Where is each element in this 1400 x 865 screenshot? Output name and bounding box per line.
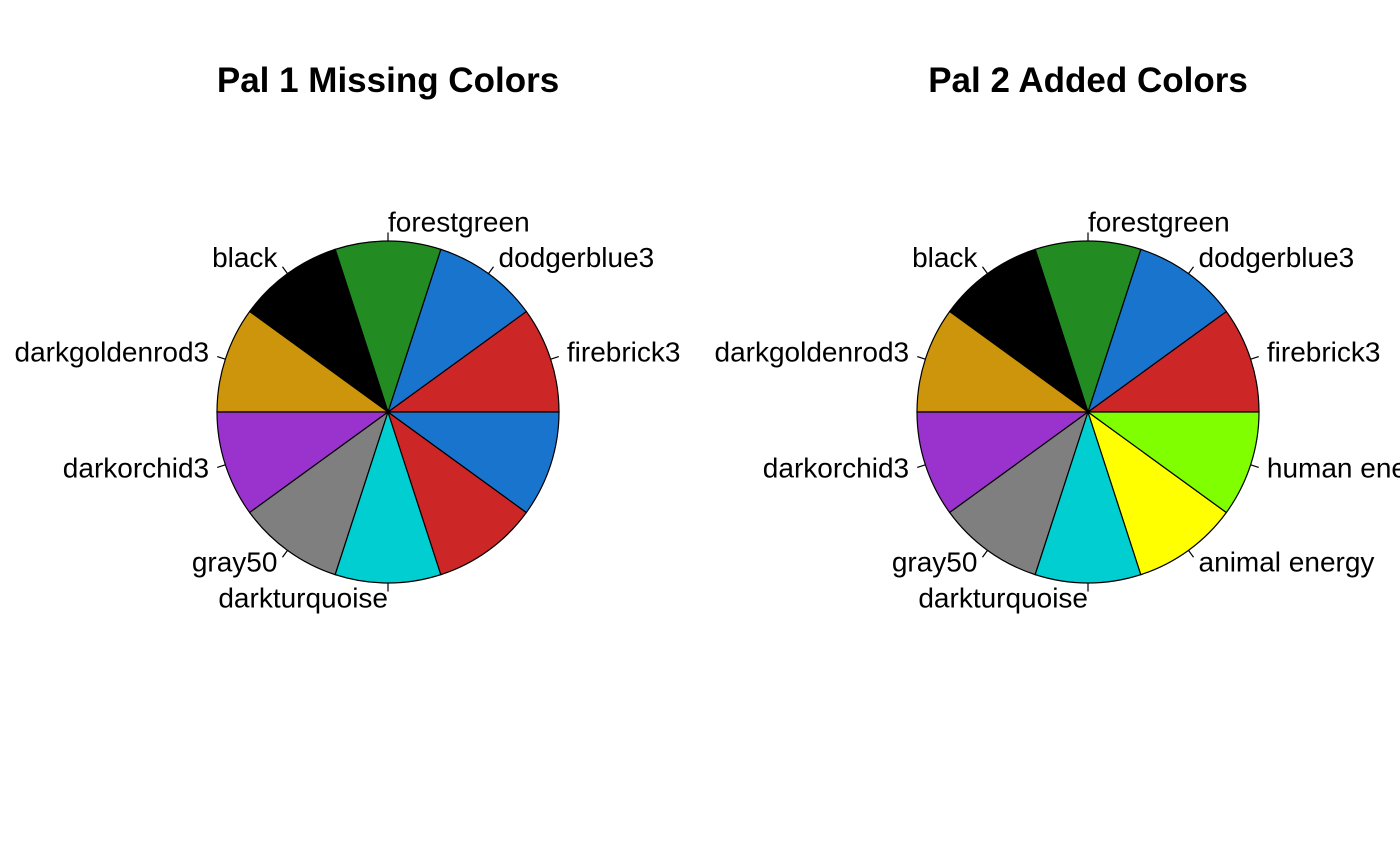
leader-line-black <box>981 266 988 275</box>
leader-line-animal-energy <box>1188 549 1195 558</box>
slice-label-darkturquoise: darkturquoise <box>918 582 1088 613</box>
leader-line-darkorchid3 <box>917 464 926 469</box>
slice-label-dodgerblue3: dodgerblue3 <box>499 242 655 273</box>
slice-label-darkturquoise: darkturquoise <box>218 582 388 613</box>
pie-slice-darkturquoise <box>334 410 442 584</box>
leader-line-firebrick3 <box>1250 355 1259 360</box>
leader-line-firebrick3 <box>550 355 559 360</box>
leader-line-human-energy <box>1250 464 1259 469</box>
slice-label-firebrick3: firebrick3 <box>567 336 681 367</box>
pie-labels-pal-1: firebrick3 dodgerblue3 forestgreen black dar… <box>15 206 681 613</box>
pie-labels-pal-2: firebrick3 dodgerblue3 forestgreen black dar… <box>715 206 1400 613</box>
pie-slice-forestgreen <box>1034 240 1142 414</box>
slice-label-gray50: gray50 <box>892 547 978 578</box>
leader-line-gray50 <box>281 549 288 558</box>
slice-label-firebrick3: firebrick3 <box>1267 336 1381 367</box>
slice-label-forestgreen: forestgreen <box>1088 206 1230 237</box>
pie-slice-darkturquoise <box>1034 410 1142 584</box>
chart-title-pal-1: Pal 1 Missing Colors <box>217 61 559 100</box>
leader-line-black <box>281 266 288 275</box>
leader-line-darkorchid3 <box>217 464 226 469</box>
pie-panel-pal-2: Pal 2 Added Colors firebrick3 dodgerblue3… <box>715 61 1400 613</box>
slice-label-forestgreen: forestgreen <box>388 206 530 237</box>
leader-line-darkgoldenrod3 <box>917 355 926 360</box>
slice-label-human-energy: human energy <box>1267 453 1400 484</box>
slice-label-gray50: gray50 <box>192 547 278 578</box>
pie-slices-pal-2 <box>916 240 1260 584</box>
leader-line-dodgerblue3 <box>1188 266 1195 275</box>
slice-label-darkgoldenrod3: darkgoldenrod3 <box>15 336 210 367</box>
slice-label-animal-energy: animal energy <box>1199 547 1375 578</box>
slice-label-darkorchid3: darkorchid3 <box>63 453 209 484</box>
pie-slice-9 <box>386 410 528 576</box>
slice-label-darkorchid3: darkorchid3 <box>763 453 909 484</box>
slice-label-black: black <box>212 242 278 273</box>
slice-label-dodgerblue3: dodgerblue3 <box>1199 242 1355 273</box>
pie-slice-forestgreen <box>334 240 442 414</box>
pie-slices-pal-1 <box>216 240 560 584</box>
leader-line-darkgoldenrod3 <box>217 355 226 360</box>
pie-slice-10 <box>386 411 560 514</box>
pie-slice-human-energy <box>1086 411 1260 514</box>
slice-label-darkgoldenrod3: darkgoldenrod3 <box>715 336 910 367</box>
pie-slice-firebrick3 <box>1086 310 1260 413</box>
leader-line-dodgerblue3 <box>488 266 495 275</box>
slice-label-black: black <box>912 242 978 273</box>
pie-panel-pal-1: Pal 1 Missing Colors firebrick3 dodgerblu… <box>15 61 681 613</box>
chart-title-pal-2: Pal 2 Added Colors <box>928 61 1248 100</box>
leader-line-gray50 <box>981 549 988 558</box>
